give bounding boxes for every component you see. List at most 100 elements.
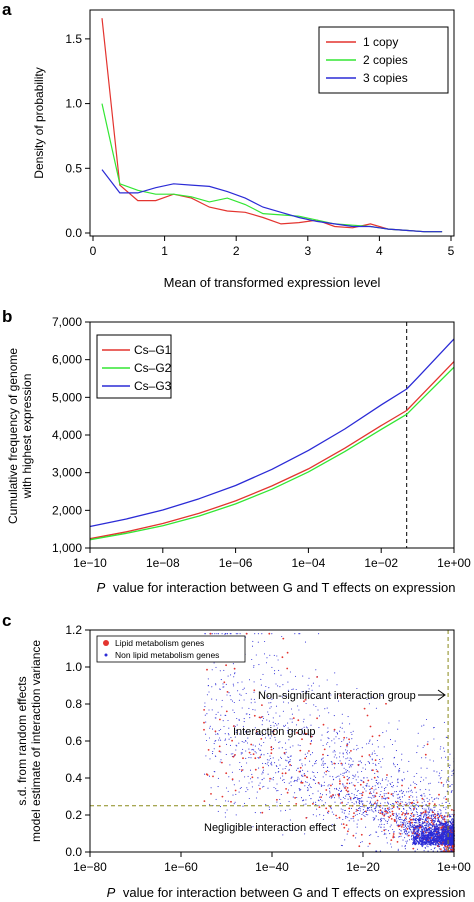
scatter-point-non-lipid xyxy=(394,836,396,838)
scatter-point-non-lipid xyxy=(346,804,348,806)
scatter-point-non-lipid xyxy=(343,767,345,769)
scatter-point-non-lipid xyxy=(424,821,426,823)
scatter-point-lipid xyxy=(391,813,394,815)
scatter-point-non-lipid xyxy=(225,787,228,789)
scatter-point-non-lipid xyxy=(431,814,433,816)
scatter-point-non-lipid xyxy=(315,804,317,806)
scatter-point-non-lipid xyxy=(343,772,345,774)
scatter-point-non-lipid xyxy=(425,818,427,820)
scatter-point-non-lipid xyxy=(409,790,411,792)
scatter-point-non-lipid xyxy=(448,847,450,849)
scatter-point-lipid xyxy=(323,748,326,751)
scatter-point-non-lipid xyxy=(444,828,447,830)
scatter-point-non-lipid xyxy=(420,812,422,814)
scatter-point-non-lipid xyxy=(284,809,287,811)
scatter-point-non-lipid xyxy=(436,797,438,799)
scatter-point-lipid xyxy=(392,806,395,808)
scatter-point-non-lipid xyxy=(270,761,272,763)
scatter-point-lipid xyxy=(385,702,387,705)
scatter-point-non-lipid xyxy=(445,801,447,803)
scatter-point-non-lipid xyxy=(234,725,236,727)
scatter-point-non-lipid xyxy=(342,783,344,785)
scatter-point-non-lipid xyxy=(426,839,428,842)
scatter-point-non-lipid xyxy=(443,721,445,723)
scatter-point-lipid xyxy=(438,793,440,796)
scatter-point-non-lipid xyxy=(355,837,357,839)
scatter-point-non-lipid xyxy=(415,838,417,840)
scatter-point-non-lipid xyxy=(376,779,378,781)
scatter-point-non-lipid xyxy=(424,839,426,841)
scatter-point-non-lipid xyxy=(378,795,380,798)
scatter-point-non-lipid xyxy=(368,742,370,744)
scatter-point-non-lipid xyxy=(400,835,402,837)
x-tick-label: 1e−10 xyxy=(73,556,107,570)
scatter-point-non-lipid xyxy=(411,838,413,841)
scatter-point-non-lipid xyxy=(342,772,344,774)
scatter-point-non-lipid xyxy=(368,761,370,763)
scatter-point-lipid xyxy=(333,728,336,731)
scatter-point-non-lipid xyxy=(371,803,373,805)
scatter-point-non-lipid xyxy=(388,819,390,821)
scatter-point-lipid xyxy=(316,676,318,678)
scatter-point-non-lipid xyxy=(309,786,311,788)
scatter-point-non-lipid xyxy=(271,764,273,766)
scatter-point-non-lipid xyxy=(278,741,280,743)
scatter-point-non-lipid xyxy=(245,740,247,742)
scatter-point-non-lipid xyxy=(428,832,430,835)
scatter-point-non-lipid xyxy=(395,791,397,793)
scatter-point-non-lipid xyxy=(393,814,395,817)
x-tick-label: 1e+00 xyxy=(437,556,471,570)
scatter-point-non-lipid xyxy=(404,825,407,827)
scatter-point-non-lipid xyxy=(234,673,236,675)
scatter-point-non-lipid xyxy=(398,816,400,819)
scatter-point-non-lipid xyxy=(268,808,270,810)
scatter-point-non-lipid xyxy=(428,783,430,785)
scatter-point-non-lipid xyxy=(375,815,377,817)
scatter-point-non-lipid xyxy=(281,696,283,698)
scatter-point-lipid xyxy=(230,800,232,803)
scatter-point-non-lipid xyxy=(414,819,417,822)
scatter-point-non-lipid xyxy=(329,775,331,777)
scatter-point-non-lipid xyxy=(387,802,389,804)
scatter-point-non-lipid xyxy=(296,778,299,780)
scatter-point-non-lipid xyxy=(362,767,364,769)
scatter-point-lipid xyxy=(412,847,415,850)
scatter-point-non-lipid xyxy=(215,739,217,742)
scatter-point-non-lipid xyxy=(356,797,359,799)
scatter-point-non-lipid xyxy=(415,811,417,813)
scatter-point-non-lipid xyxy=(423,815,425,817)
scatter-point-non-lipid xyxy=(322,760,324,762)
scatter-point-non-lipid xyxy=(430,841,433,844)
scatter-point-lipid xyxy=(283,752,286,754)
scatter-point-non-lipid xyxy=(411,811,414,813)
scatter-point-non-lipid xyxy=(262,786,264,788)
scatter-point-non-lipid xyxy=(238,699,240,701)
scatter-point-non-lipid xyxy=(345,771,347,773)
scatter-point-non-lipid xyxy=(327,812,329,814)
scatter-point-non-lipid xyxy=(403,771,405,773)
scatter-point-non-lipid xyxy=(445,838,447,841)
scatter-point-non-lipid xyxy=(328,784,330,786)
scatter-point-non-lipid xyxy=(415,807,417,810)
scatter-point-non-lipid xyxy=(449,815,451,817)
scatter-point-non-lipid xyxy=(289,760,291,762)
scatter-point-non-lipid xyxy=(368,703,370,705)
scatter-point-non-lipid xyxy=(377,836,379,838)
scatter-point-non-lipid xyxy=(369,796,371,798)
scatter-point-lipid xyxy=(344,787,347,789)
scatter-point-non-lipid xyxy=(354,796,356,799)
scatter-point-non-lipid xyxy=(282,834,284,836)
scatter-point-lipid xyxy=(339,782,341,785)
scatter-point-non-lipid xyxy=(399,797,401,799)
scatter-point-non-lipid xyxy=(287,689,289,691)
scatter-point-non-lipid xyxy=(230,633,232,635)
scatter-point-lipid xyxy=(369,725,372,728)
scatter-point-non-lipid xyxy=(318,727,320,729)
scatter-point-non-lipid xyxy=(344,810,346,812)
scatter-point-lipid xyxy=(381,813,384,815)
scatter-point-lipid xyxy=(245,632,248,635)
scatter-point-non-lipid xyxy=(401,759,403,761)
scatter-point-non-lipid xyxy=(364,815,366,818)
scatter-point-non-lipid xyxy=(279,686,281,688)
scatter-point-non-lipid xyxy=(428,837,430,839)
